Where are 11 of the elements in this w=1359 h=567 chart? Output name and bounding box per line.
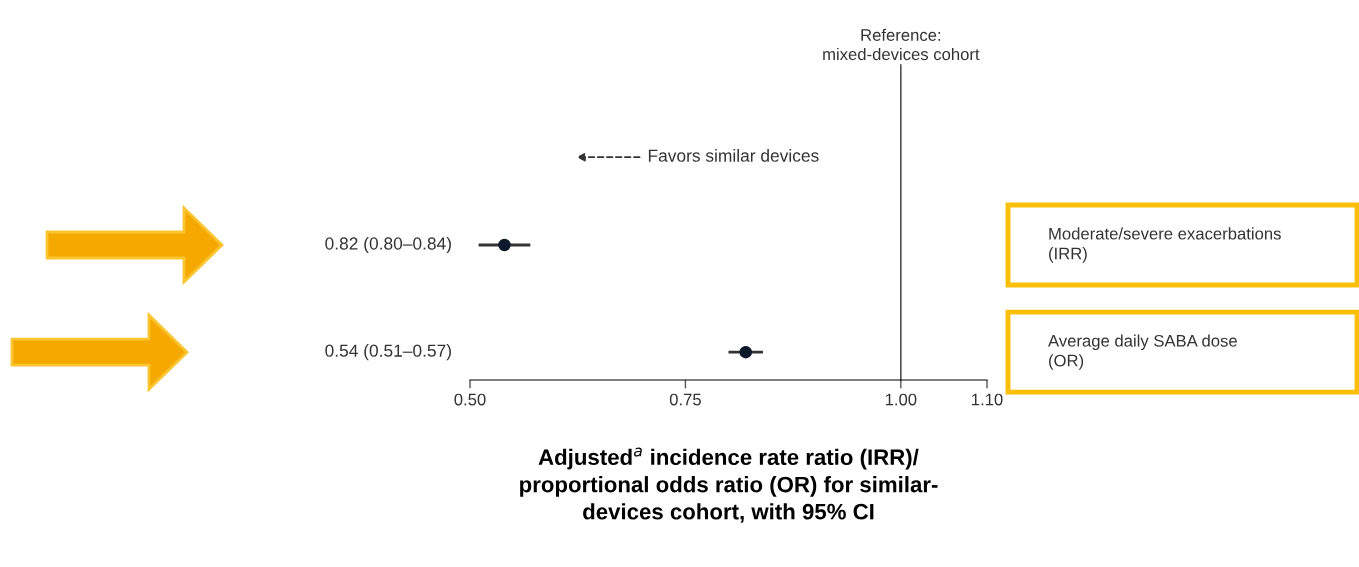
y-tick-label: Average daily SABA dose (OR) bbox=[1048, 334, 1237, 370]
text: 0.54 (0.51–0.57) bbox=[325, 344, 451, 361]
x-tick-label: 0.50 bbox=[454, 393, 486, 406]
x-tick-label: 1.00 bbox=[885, 393, 917, 406]
x-tick-label: 0.75 bbox=[669, 393, 701, 406]
ref-line-label: Reference: mixed-devices cohort bbox=[823, 28, 980, 61]
text: 0.82 (0.80–0.84) bbox=[325, 236, 451, 254]
y-tick-label: Moderate/severe exacerbations (IRR) bbox=[1049, 227, 1281, 263]
x-tick-label: 1.10 bbox=[972, 393, 1003, 406]
x-axis-title: Adjusted$^{a}$ incidence rate ratio (IRR)/ proportional odds ratio (OR) for similar- devices cohort, with 95% CI bbox=[520, 447, 938, 523]
text: Favors similar devices bbox=[648, 149, 819, 162]
